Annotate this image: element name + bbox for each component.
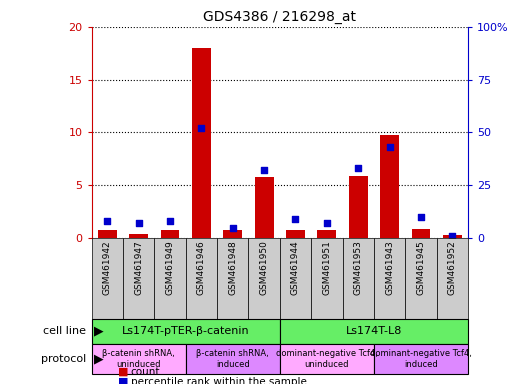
Text: GSM461953: GSM461953 (354, 240, 363, 295)
FancyBboxPatch shape (123, 238, 154, 319)
Text: GSM461942: GSM461942 (103, 240, 112, 295)
Title: GDS4386 / 216298_at: GDS4386 / 216298_at (203, 10, 356, 25)
Bar (255, 177, 274, 238)
Bar (129, 234, 148, 238)
Text: GSM461945: GSM461945 (416, 240, 426, 295)
Point (103, 218, 111, 224)
Point (260, 167, 268, 174)
Bar (223, 230, 242, 238)
FancyBboxPatch shape (280, 238, 311, 319)
Bar (98, 230, 117, 238)
Text: cell line: cell line (43, 326, 86, 336)
Point (385, 144, 394, 150)
Text: count: count (131, 367, 160, 377)
Text: GSM461948: GSM461948 (228, 240, 237, 295)
Text: ■: ■ (118, 377, 128, 384)
FancyBboxPatch shape (280, 344, 374, 374)
FancyBboxPatch shape (248, 238, 280, 319)
Text: ▶: ▶ (94, 325, 104, 338)
FancyBboxPatch shape (217, 238, 248, 319)
Text: GSM461943: GSM461943 (385, 240, 394, 295)
Text: GSM461949: GSM461949 (165, 240, 175, 295)
Text: β-catenin shRNA,
uninduced: β-catenin shRNA, uninduced (102, 349, 175, 369)
FancyBboxPatch shape (92, 238, 123, 319)
Text: ▶: ▶ (94, 353, 104, 366)
Text: Ls174T-pTER-β-catenin: Ls174T-pTER-β-catenin (122, 326, 249, 336)
Bar (412, 228, 430, 238)
Bar (161, 230, 179, 238)
FancyBboxPatch shape (343, 238, 374, 319)
Point (134, 220, 143, 227)
FancyBboxPatch shape (374, 344, 468, 374)
FancyBboxPatch shape (311, 238, 343, 319)
Text: GSM461947: GSM461947 (134, 240, 143, 295)
Bar (349, 176, 368, 238)
FancyBboxPatch shape (437, 238, 468, 319)
Text: dominant-negative Tcf4,
induced: dominant-negative Tcf4, induced (370, 349, 472, 369)
Text: protocol: protocol (41, 354, 86, 364)
Bar (286, 230, 305, 238)
FancyBboxPatch shape (186, 344, 280, 374)
Point (323, 220, 331, 227)
Text: dominant-negative Tcf4,
uninduced: dominant-negative Tcf4, uninduced (276, 349, 378, 369)
Point (291, 216, 300, 222)
FancyBboxPatch shape (154, 238, 186, 319)
Text: GSM461944: GSM461944 (291, 240, 300, 295)
Text: GSM461946: GSM461946 (197, 240, 206, 295)
Text: ■: ■ (118, 367, 128, 377)
Text: GSM461952: GSM461952 (448, 240, 457, 295)
Point (229, 224, 237, 230)
FancyBboxPatch shape (186, 238, 217, 319)
Point (197, 125, 206, 131)
FancyBboxPatch shape (92, 344, 186, 374)
Bar (380, 135, 399, 238)
Point (448, 233, 457, 239)
Text: GSM461950: GSM461950 (259, 240, 269, 295)
Point (166, 218, 174, 224)
Text: GSM461951: GSM461951 (322, 240, 332, 295)
Bar (317, 230, 336, 238)
FancyBboxPatch shape (405, 238, 437, 319)
FancyBboxPatch shape (92, 319, 280, 344)
FancyBboxPatch shape (280, 319, 468, 344)
Bar (443, 235, 462, 238)
Point (354, 165, 362, 171)
FancyBboxPatch shape (374, 238, 405, 319)
Text: Ls174T-L8: Ls174T-L8 (346, 326, 402, 336)
Bar (192, 48, 211, 238)
Text: percentile rank within the sample: percentile rank within the sample (131, 377, 306, 384)
Point (417, 214, 425, 220)
Text: β-catenin shRNA,
induced: β-catenin shRNA, induced (196, 349, 269, 369)
